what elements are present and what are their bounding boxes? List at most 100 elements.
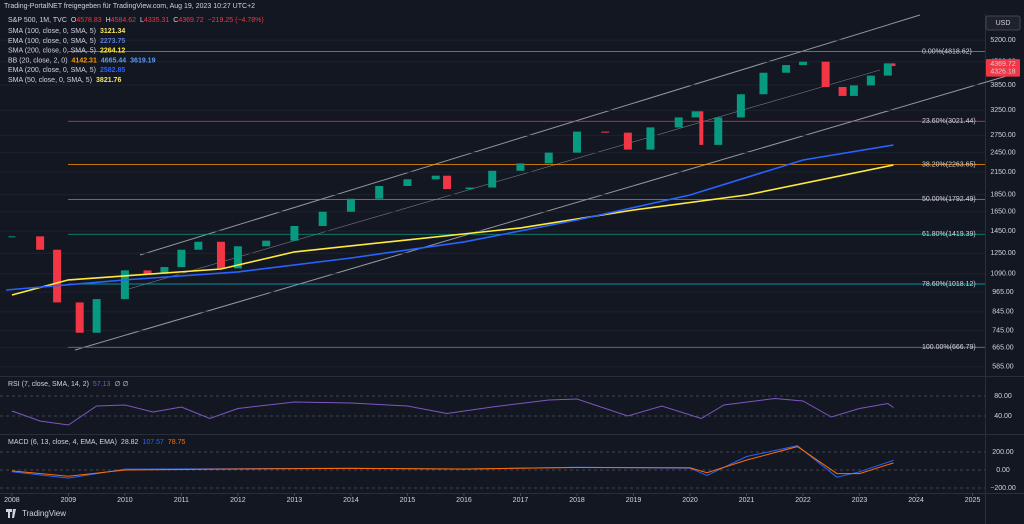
indicator-name: MACD (6, 13, close, 4, EMA, EMA): [8, 439, 117, 446]
indicator-value: 3821.76: [96, 77, 121, 84]
candle: [75, 302, 84, 333]
fib-label: 100.00%(666.79): [922, 344, 976, 351]
y-tick-label: 3250.00: [990, 107, 1015, 114]
candle: [544, 152, 553, 164]
candle: [838, 86, 847, 96]
indicator-name: EMA (200, close, 0, SMA, 5): [8, 67, 96, 74]
candle: [92, 299, 101, 333]
x-tick-label: 2019: [626, 497, 642, 504]
line: [11, 397, 894, 426]
candle: [759, 72, 768, 95]
candle: [883, 63, 892, 76]
x-tick-label: 2018: [569, 497, 585, 504]
y-tick-label: 745.00: [992, 328, 1014, 335]
indicator-value: 4665.44: [101, 57, 126, 64]
candle: [714, 117, 723, 145]
fib-label: 0.00%(4818.62): [922, 48, 972, 55]
x-tick-label: 2014: [343, 497, 359, 504]
ohlc-value: 4578.83: [76, 17, 101, 24]
price-label: 4369.72: [990, 61, 1015, 68]
y-tick-label: 3850.00: [990, 82, 1015, 89]
legend-row: SMA (50, close, 0, SMA, 5) 3821.76: [8, 77, 121, 84]
x-tick-label: 2023: [852, 497, 868, 504]
legend-row: MACD (6, 13, close, 4, EMA, EMA) 28.82 107…: [8, 439, 185, 446]
logo-icon: [6, 509, 16, 518]
candle: [821, 61, 830, 87]
ohlc-key: H: [106, 17, 111, 24]
y-tick-label: 80.00: [994, 393, 1012, 400]
candle: [177, 249, 186, 268]
y-tick-label: 1850.00: [990, 191, 1015, 198]
indicator-value: 3619.19: [130, 57, 155, 64]
indicator-name: SMA (200, close, 0, SMA, 5): [8, 47, 96, 54]
legend-row: EMA (100, close, 0, SMA, 5) 2273.75: [8, 38, 125, 45]
candle: [516, 163, 525, 171]
line: [11, 164, 894, 296]
x-tick-label: 2009: [61, 497, 77, 504]
indicator-value: 2273.75: [100, 38, 125, 45]
y-tick-label: 2450.00: [990, 149, 1015, 156]
legend-row: SMA (100, close, 0, SMA, 5) 3121.34: [8, 28, 125, 35]
change: −219.25 (−4.78%): [208, 17, 264, 24]
candle: [866, 75, 875, 86]
candle: [782, 65, 791, 73]
x-tick-label: 2017: [513, 497, 529, 504]
candle: [346, 198, 355, 212]
x-tick-label: 2011: [174, 497, 189, 504]
indicator-name: SMA (50, close, 0, SMA, 5): [8, 77, 92, 84]
price-label-box: [986, 66, 1020, 77]
y-tick-label: 2150.00: [990, 169, 1015, 176]
candle: [799, 61, 808, 66]
candle: [623, 132, 632, 150]
legend-row: SMA (200, close, 0, SMA, 5) 2264.12: [8, 47, 125, 54]
legend-row: EMA (200, close, 0, SMA, 5) 2582.85: [8, 67, 125, 74]
y-tick-label: 845.00: [992, 309, 1014, 316]
candle: [431, 175, 440, 180]
y-tick-label: 585.00: [992, 364, 1014, 371]
ohlc-value: 4584.62: [111, 17, 136, 24]
candle: [160, 267, 169, 274]
candle: [465, 187, 474, 190]
indicator-name: SMA (100, close, 0, SMA, 5): [8, 28, 96, 35]
y-tick-label: 5200.00: [990, 37, 1015, 44]
price-label: 4326.18: [990, 68, 1015, 75]
candle: [488, 170, 497, 188]
candle: [194, 241, 203, 250]
candle: [443, 175, 451, 190]
candle: [736, 94, 745, 118]
y-tick-label: 665.00: [992, 345, 1014, 352]
candle: [572, 131, 581, 153]
candle: [403, 179, 412, 187]
candle: [691, 111, 700, 118]
symbol: S&P 500, 1M, TVC: [8, 17, 67, 24]
fib-label: 50.00%(1792.49): [922, 196, 976, 203]
candle: [646, 127, 655, 150]
candle: [262, 240, 271, 247]
x-tick-label: 2024: [908, 497, 924, 504]
candle: [290, 226, 299, 241]
candle: [849, 85, 858, 96]
footer-logo: TradingView: [22, 509, 66, 518]
candle: [699, 111, 704, 145]
candle: [216, 241, 225, 269]
fib-label: 23.60%(3021.44): [922, 118, 976, 125]
x-tick-label: 2012: [230, 497, 246, 504]
x-tick-label: 2015: [400, 497, 416, 504]
currency: USD: [996, 20, 1011, 27]
indicator-value: 107.57: [142, 439, 164, 446]
candle: [375, 186, 384, 199]
candle: [891, 63, 896, 67]
y-tick-label: 1250.00: [990, 250, 1015, 257]
fib-label: 38.20%(2263.65): [922, 161, 976, 168]
legend-row: BB (20, close, 2, 0) 4142.31 4665.44 3619.1…: [8, 57, 156, 64]
candle: [53, 249, 62, 303]
x-tick-label: 2020: [682, 497, 698, 504]
indicator-name: RSI (7, close, SMA, 14, 2): [8, 381, 89, 388]
candle: [318, 211, 327, 227]
x-tick-label: 2016: [456, 497, 472, 504]
line: [6, 144, 894, 291]
channel-line: [74, 74, 1011, 351]
indicator-value: 28.82: [121, 439, 139, 446]
candle: [601, 131, 610, 133]
